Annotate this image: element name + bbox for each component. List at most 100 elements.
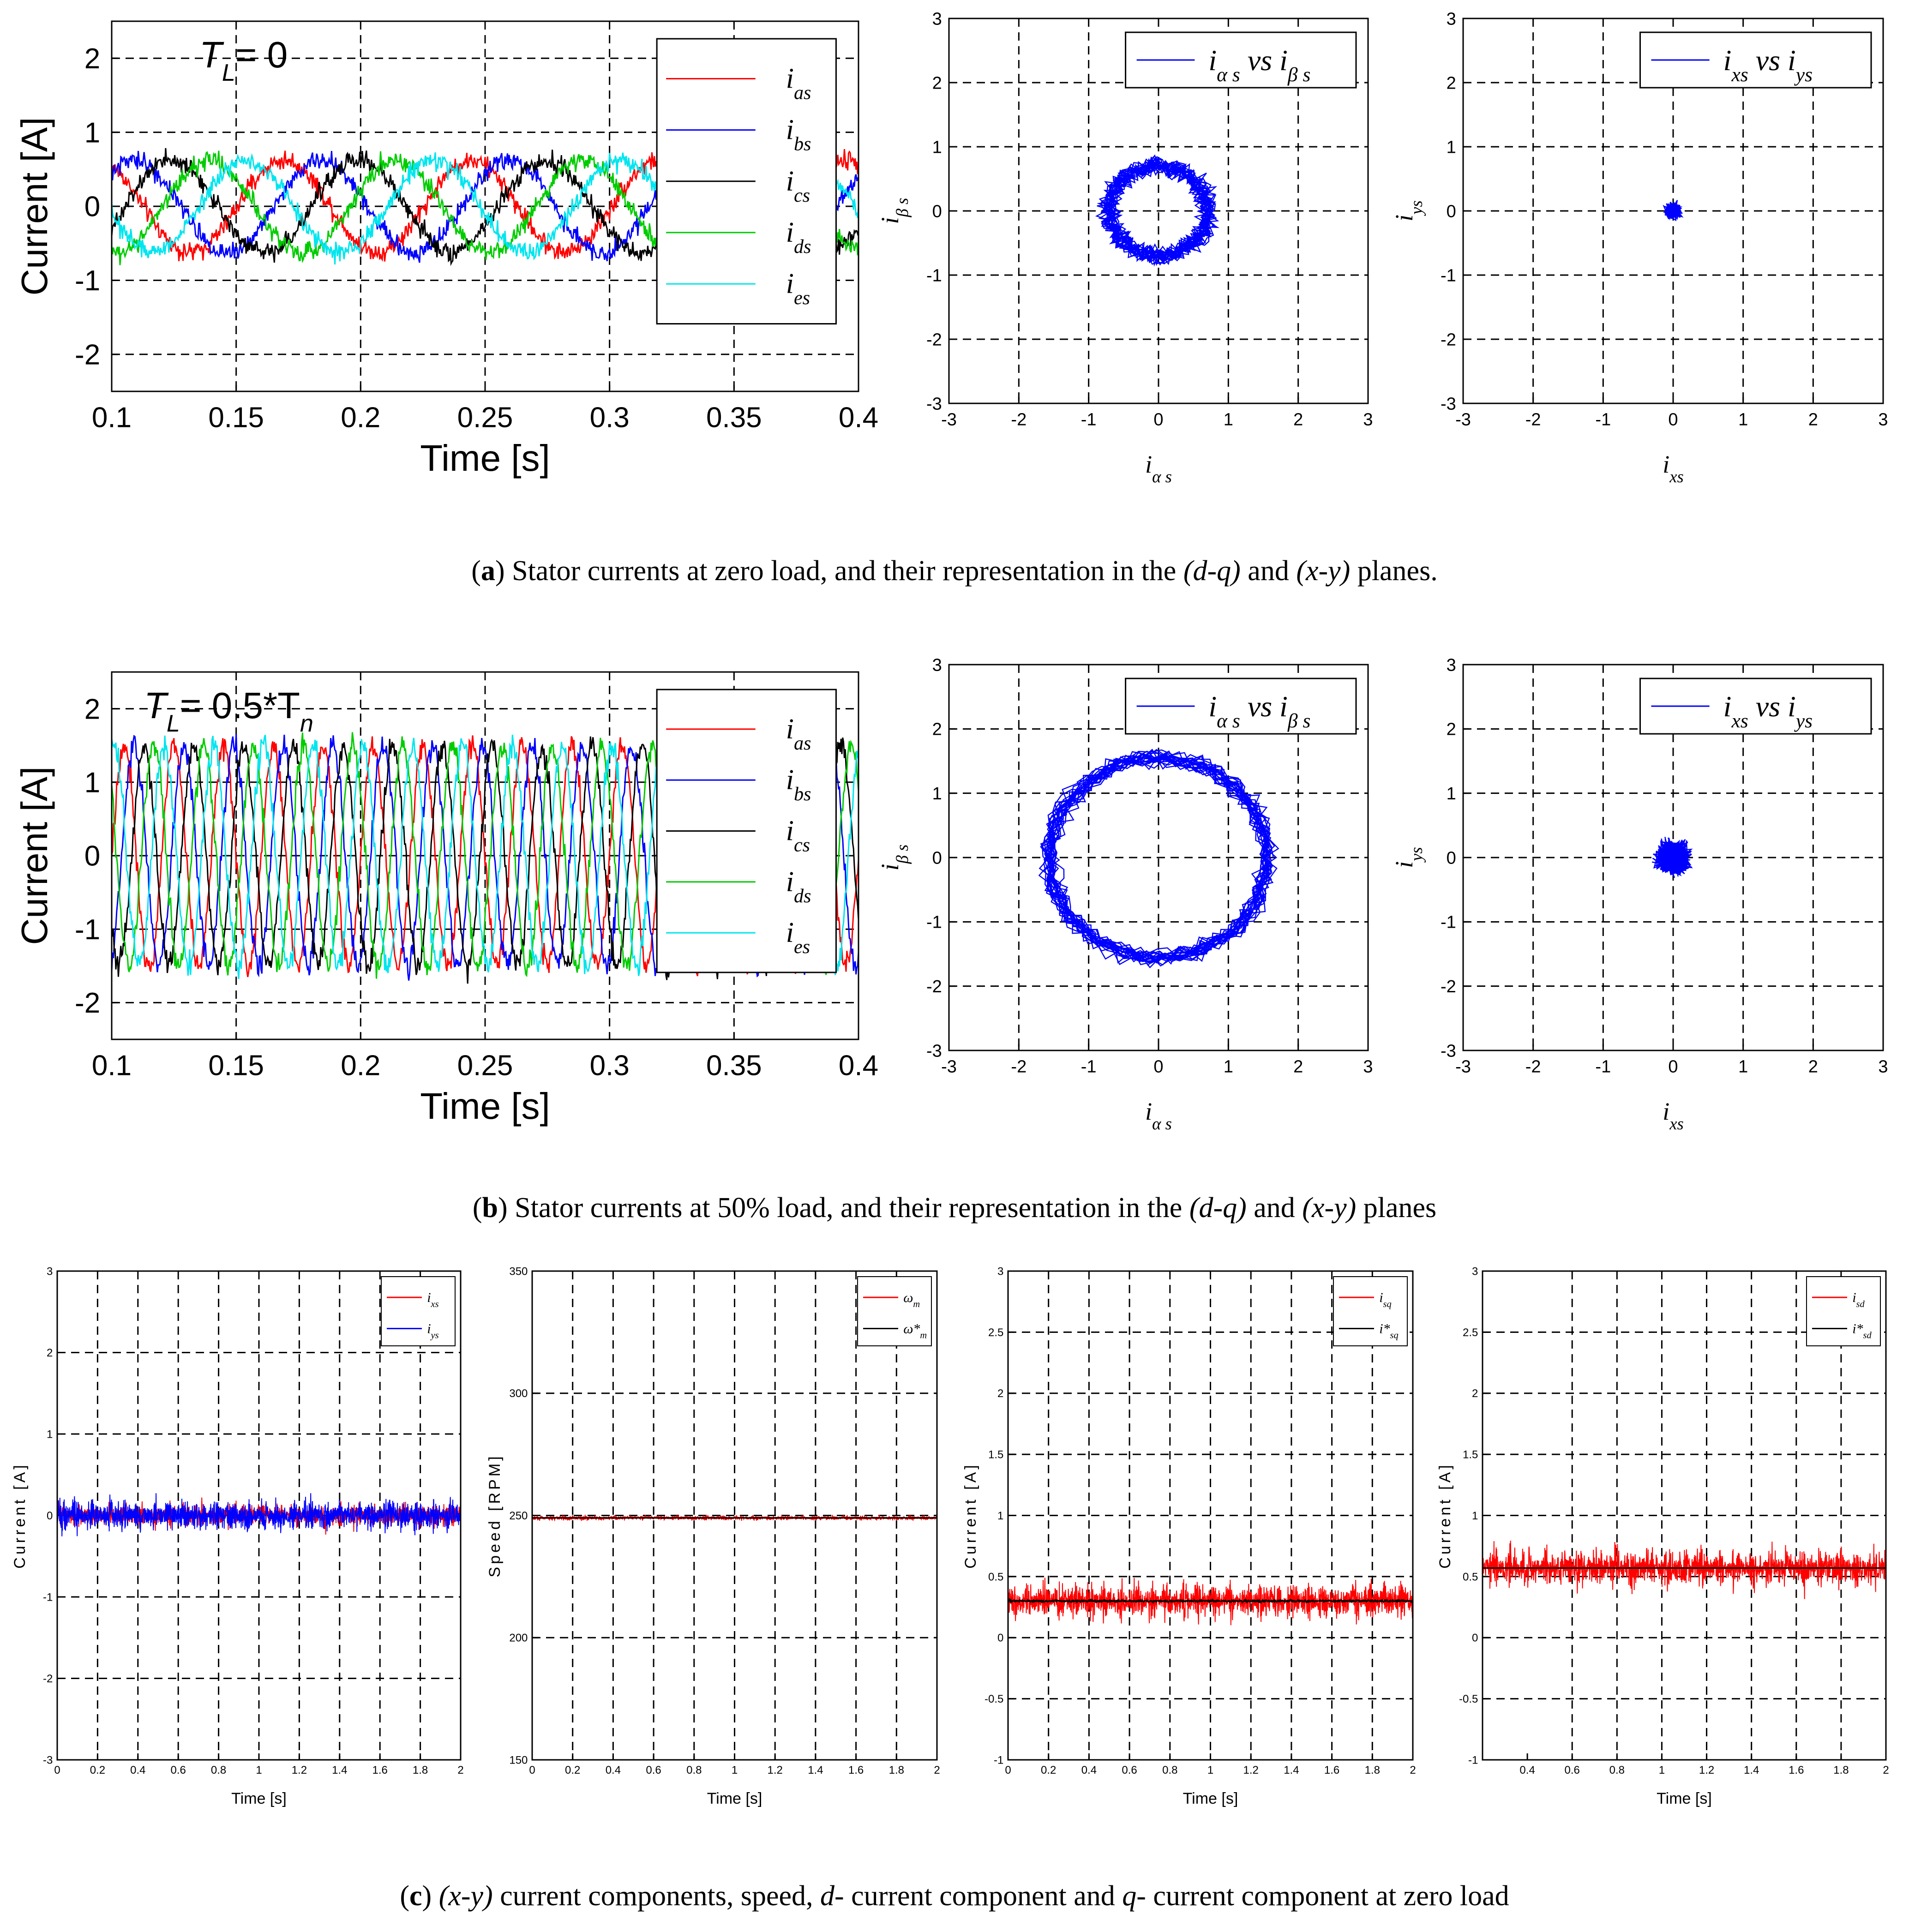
x-tick-label: 3	[1878, 1057, 1888, 1077]
y-axis-label: iβ s	[876, 198, 912, 224]
x-axis-label: ixs	[1663, 450, 1684, 486]
y-tick-label: 0	[932, 202, 942, 221]
x-tick-label: 1.2	[292, 1764, 307, 1776]
y-tick-label: 3	[997, 1265, 1003, 1278]
y-axis-label: Current [A]	[1436, 1462, 1454, 1568]
legend-label: ixs vs iys	[1723, 44, 1813, 86]
x-axis-label: Time [s]	[707, 1790, 762, 1807]
y-axis-label: iys	[1390, 847, 1426, 868]
x-tick-label: -2	[1525, 1057, 1541, 1077]
legend-label: i*sd	[1852, 1321, 1872, 1341]
x-tick-label: 1.4	[808, 1764, 823, 1776]
x-tick-label: 0.2	[341, 1050, 380, 1082]
y-tick-label: 1	[1447, 138, 1456, 157]
x-tick-label: 1.4	[332, 1764, 347, 1776]
legend-label: ias	[786, 714, 811, 754]
y-tick-label: 1.5	[988, 1449, 1003, 1461]
y-tick-label: -3	[1441, 1041, 1456, 1061]
chart-a-xy: -3 -2 -1 0 1 2 3 -3 -2 -1 0 1 2 3 ixs vs iys ixs iys	[1390, 9, 1888, 486]
x-tick-label: 1	[1738, 410, 1748, 430]
x-tick-label: 0.3	[590, 1050, 630, 1082]
y-tick-label: 2	[997, 1387, 1003, 1400]
x-tick-label: 0.4	[130, 1764, 145, 1776]
y-tick-label: 1	[47, 1428, 53, 1440]
y-tick-label: 0	[47, 1510, 53, 1522]
x-axis-label: iα s	[1145, 1098, 1172, 1133]
legend-label: ies	[786, 268, 810, 309]
y-tick-label: 3	[1447, 655, 1456, 675]
y-tick-label: 0.5	[988, 1571, 1003, 1583]
plot-frame	[1482, 1270, 1887, 1761]
x-tick-label: 2	[1808, 410, 1818, 430]
x-tick-label: 1.4	[1284, 1764, 1299, 1776]
y-tick-label: -2	[926, 977, 942, 996]
x-tick-label: 0.25	[457, 402, 513, 434]
series-i_sd	[1482, 1540, 1886, 1599]
x-tick-label: 0.3	[590, 402, 630, 434]
x-axis-label: iα s	[1145, 450, 1172, 486]
chart-panels: 0.1 0.15 0.2 0.25 0.3 0.35 0.4-2-1012iasibsics…	[11, 9, 1889, 1807]
x-axis-label: Time [s]	[1183, 1790, 1238, 1807]
x-tick-label: 3	[1363, 1057, 1373, 1077]
y-axis-label: iβ s	[876, 845, 912, 871]
y-tick-label: 2	[47, 1347, 53, 1359]
y-tick-label: 0	[932, 848, 942, 868]
x-tick-label: 2	[1410, 1764, 1416, 1776]
y-axis-label: Current [A]	[14, 767, 55, 945]
y-tick-label: 1	[84, 117, 100, 149]
y-tick-label: 2	[932, 73, 942, 93]
x-tick-label: 0	[54, 1764, 60, 1776]
x-tick-label: 3	[1878, 410, 1888, 430]
y-tick-label: 1	[1447, 784, 1456, 804]
x-tick-label: -3	[941, 1057, 957, 1077]
y-tick-label: -3	[43, 1754, 53, 1766]
x-tick-label: 0.35	[706, 1050, 762, 1082]
x-tick-label: -3	[941, 410, 957, 430]
legend-label: ies	[786, 917, 810, 958]
legend-box	[1806, 1276, 1881, 1346]
y-tick-label: -0.5	[985, 1693, 1003, 1705]
y-tick-label: 1	[932, 784, 942, 804]
chart-b-time: 0.1 0.15 0.2 0.25 0.3 0.35 0.4 -2 -1 0 1 2 ias ibs ics…	[14, 671, 878, 1127]
x-tick-label: -2	[1525, 410, 1541, 430]
x-tick-label: 1	[1224, 1057, 1233, 1077]
plot-frame	[56, 1270, 462, 1761]
x-tick-label: 0.8	[1609, 1764, 1625, 1776]
x-tick-label: -1	[1595, 410, 1611, 430]
plot-frame	[111, 671, 859, 1040]
x-tick-label: -3	[1455, 1057, 1471, 1077]
y-axis-label: Current [A]	[962, 1462, 979, 1568]
x-tick-label: 1.8	[1365, 1764, 1380, 1776]
legend-label: iα s vs iβ s	[1208, 690, 1310, 732]
x-tick-label: 0	[1005, 1764, 1011, 1776]
y-tick-label: 1	[997, 1510, 1003, 1522]
chart-a-ab: -3 -2 -1 0 1 2 3 -3 -2 -1 0 1 2 3 iα s vs iβ s iα s iβ s	[876, 9, 1373, 486]
x-tick-label: -1	[1595, 1057, 1611, 1077]
x-tick-label: 1.6	[848, 1764, 864, 1776]
x-tick-label: 2	[1808, 1057, 1818, 1077]
legend-label: ibs	[786, 764, 811, 805]
x-tick-label: 2	[1293, 1057, 1303, 1077]
x-tick-label: 1.8	[889, 1764, 904, 1776]
x-tick-label: 2	[457, 1764, 463, 1776]
y-tick-label: -3	[926, 1041, 942, 1061]
y-tick-label: 0.5	[1463, 1571, 1478, 1583]
legend-label: ids	[786, 866, 811, 907]
x-tick-label: -3	[1455, 410, 1471, 430]
x-tick-label: 1.6	[1324, 1764, 1339, 1776]
x-tick-label: -2	[1011, 1057, 1027, 1077]
x-tick-label: 0.4	[1081, 1764, 1097, 1776]
x-tick-label: 0.4	[839, 1050, 878, 1082]
legend-label: ids	[786, 217, 811, 258]
x-tick-label: 3	[1363, 410, 1373, 430]
y-tick-label: 2.5	[988, 1326, 1003, 1339]
x-axis-label: Time [s]	[231, 1790, 287, 1807]
plot-frame	[531, 1270, 938, 1761]
y-tick-label: 3	[932, 9, 942, 29]
legend-box	[857, 1276, 932, 1346]
legend-box	[1333, 1276, 1408, 1346]
y-tick-label: 1	[1472, 1510, 1478, 1522]
y-tick-label: -1	[994, 1754, 1003, 1766]
y-tick-label: 2	[1447, 73, 1456, 93]
y-tick-label: -2	[75, 987, 100, 1019]
